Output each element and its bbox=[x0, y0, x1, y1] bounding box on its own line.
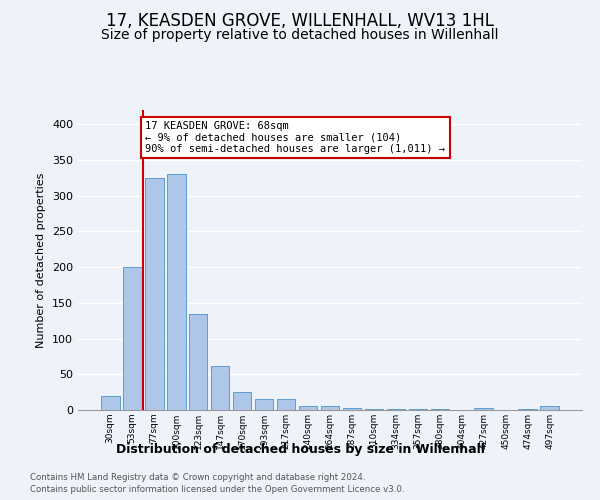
Text: Distribution of detached houses by size in Willenhall: Distribution of detached houses by size … bbox=[116, 442, 484, 456]
Bar bbox=[299, 406, 317, 410]
Bar bbox=[475, 408, 493, 410]
Bar bbox=[255, 400, 274, 410]
Text: 17 KEASDEN GROVE: 68sqm
← 9% of detached houses are smaller (104)
90% of semi-de: 17 KEASDEN GROVE: 68sqm ← 9% of detached… bbox=[145, 120, 445, 154]
Text: Size of property relative to detached houses in Willenhall: Size of property relative to detached ho… bbox=[101, 28, 499, 42]
Bar bbox=[320, 406, 340, 410]
Bar bbox=[277, 400, 295, 410]
Text: 17, KEASDEN GROVE, WILLENHALL, WV13 1HL: 17, KEASDEN GROVE, WILLENHALL, WV13 1HL bbox=[106, 12, 494, 30]
Bar bbox=[123, 267, 142, 410]
Bar bbox=[167, 174, 185, 410]
Bar bbox=[343, 408, 361, 410]
Bar bbox=[233, 392, 251, 410]
Bar bbox=[541, 406, 559, 410]
Bar bbox=[145, 178, 164, 410]
Text: Contains HM Land Registry data © Crown copyright and database right 2024.: Contains HM Land Registry data © Crown c… bbox=[30, 472, 365, 482]
Bar bbox=[101, 396, 119, 410]
Text: Contains public sector information licensed under the Open Government Licence v3: Contains public sector information licen… bbox=[30, 485, 404, 494]
Bar bbox=[211, 366, 229, 410]
Y-axis label: Number of detached properties: Number of detached properties bbox=[37, 172, 46, 348]
Bar bbox=[189, 314, 208, 410]
